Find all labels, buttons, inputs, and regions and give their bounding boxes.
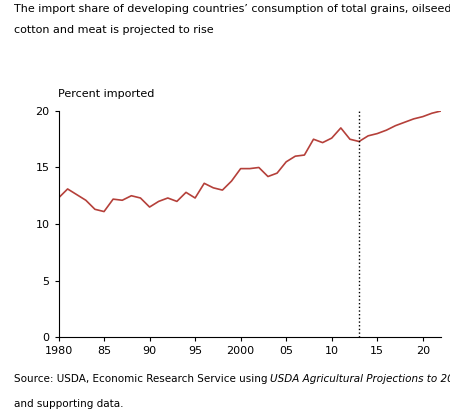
Text: The import share of developing countries’ consumption of total grains, oilseeds,: The import share of developing countries… bbox=[14, 4, 450, 14]
Text: Percent imported: Percent imported bbox=[58, 89, 155, 99]
Text: USDA Agricultural Projections to 2022: USDA Agricultural Projections to 2022 bbox=[270, 374, 450, 384]
Text: and supporting data.: and supporting data. bbox=[14, 399, 123, 409]
Text: Source: USDA, Economic Research Service using: Source: USDA, Economic Research Service … bbox=[14, 374, 270, 384]
Text: cotton and meat is projected to rise: cotton and meat is projected to rise bbox=[14, 25, 213, 35]
